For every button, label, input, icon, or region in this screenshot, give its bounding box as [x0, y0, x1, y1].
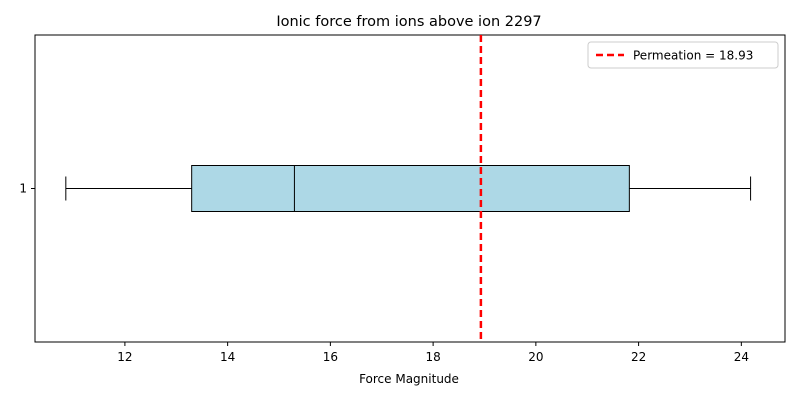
y-axis: 1: [19, 182, 35, 196]
box-series: [65, 165, 752, 212]
x-tick-label: 16: [323, 350, 338, 364]
chart-title: Ionic force from ions above ion 2297: [276, 14, 541, 30]
interquartile-box: [191, 165, 630, 212]
x-tick-label: 24: [734, 350, 749, 364]
x-tick-label: 14: [220, 350, 235, 364]
x-tick-label: 20: [528, 350, 543, 364]
x-tick-label: 18: [425, 350, 440, 364]
x-axis-label: Force Magnitude: [359, 372, 459, 386]
legend-label: Permeation = 18.93: [633, 49, 753, 63]
y-tick-label: 1: [19, 182, 27, 196]
legend: Permeation = 18.93: [587, 41, 779, 69]
x-tick-label: 22: [631, 350, 646, 364]
legend-box: [587, 41, 779, 69]
x-axis: 12 14 16 18 20 22 24: [117, 342, 749, 364]
x-tick-label: 12: [117, 350, 132, 364]
